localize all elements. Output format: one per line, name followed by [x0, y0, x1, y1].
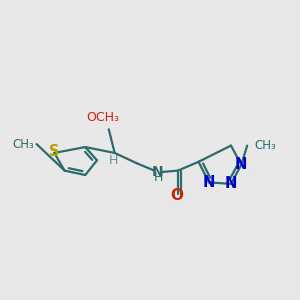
Text: S: S: [49, 144, 60, 159]
Text: OCH₃: OCH₃: [86, 111, 119, 124]
Text: CH₃: CH₃: [13, 138, 34, 151]
Text: N: N: [235, 157, 248, 172]
Text: O: O: [170, 188, 183, 203]
Text: H: H: [109, 154, 118, 167]
Text: N: N: [225, 176, 237, 191]
Text: N: N: [203, 175, 215, 190]
Text: H: H: [153, 171, 163, 184]
Text: N: N: [152, 165, 164, 179]
Text: CH₃: CH₃: [254, 139, 276, 152]
